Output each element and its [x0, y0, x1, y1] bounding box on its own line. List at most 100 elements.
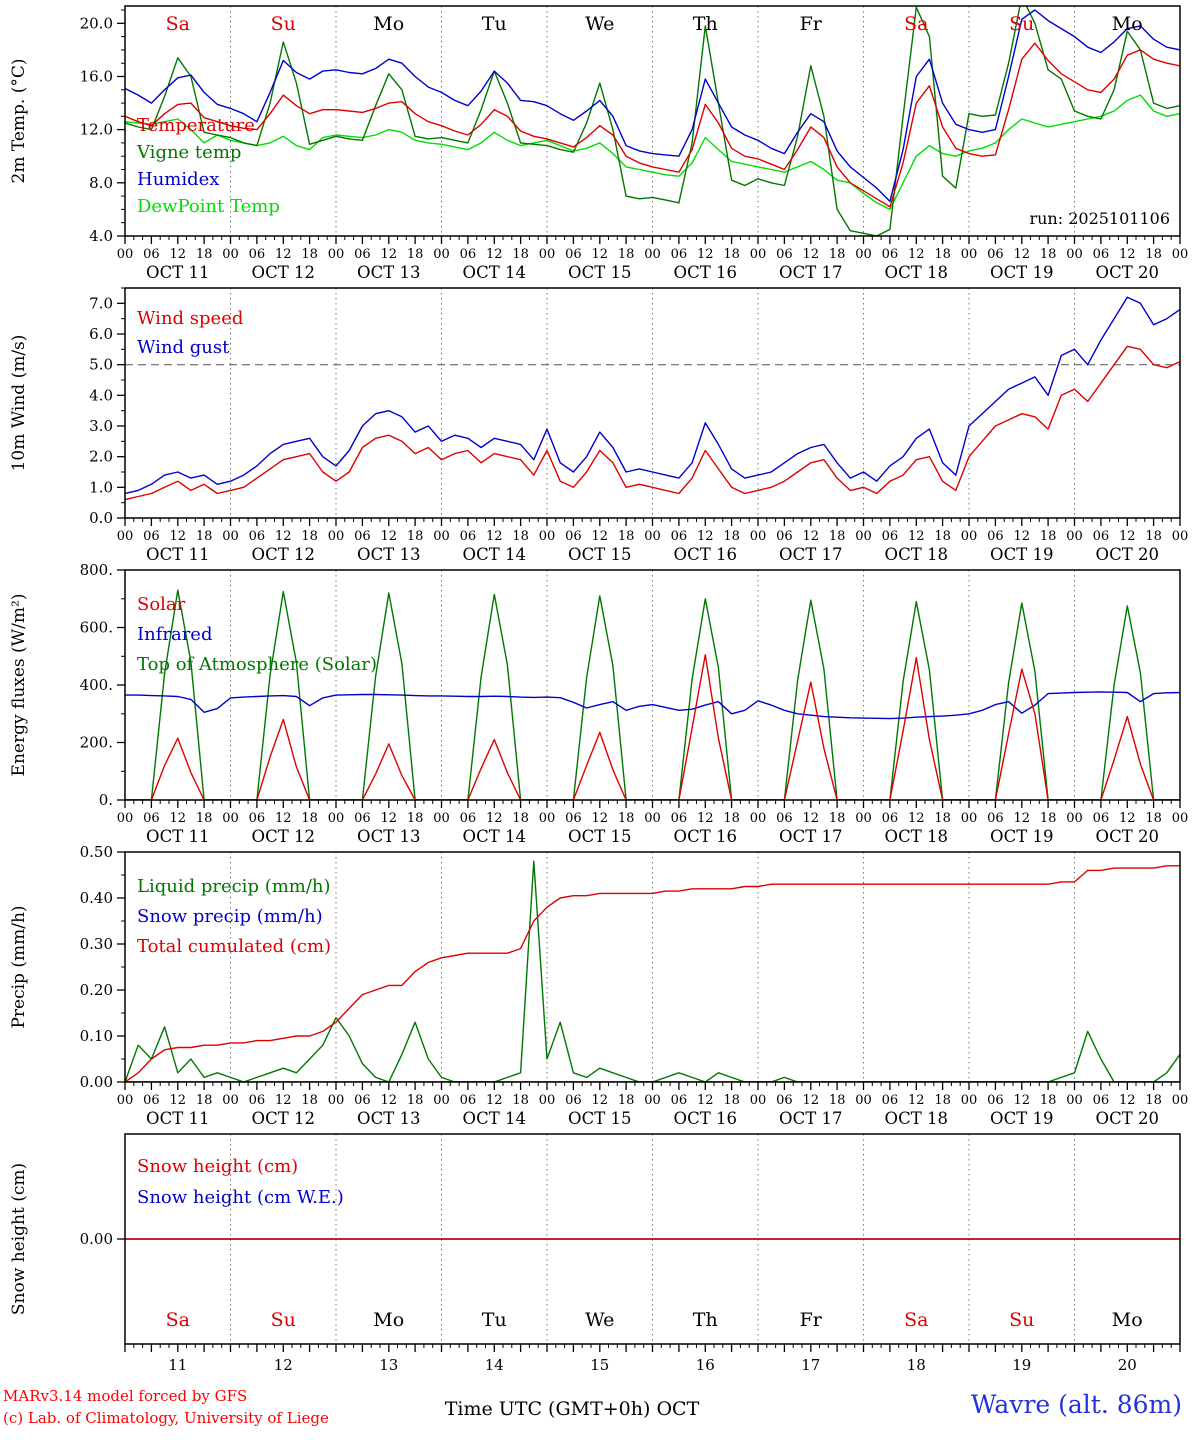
- hour-label: 06: [776, 529, 793, 544]
- hour-label: 12: [275, 1093, 292, 1108]
- hour-label: 12: [908, 1093, 925, 1108]
- y-tick-label: 0.0: [89, 509, 113, 527]
- y-tick-label: 200.: [80, 734, 113, 752]
- y-tick-label: 0.20: [80, 981, 113, 999]
- date-label: OCT 14: [463, 827, 526, 846]
- x-axis-title: Time UTC (GMT+0h) OCT: [444, 1398, 700, 1420]
- hour-label: 00: [117, 247, 134, 262]
- hour-label: 00: [961, 1093, 978, 1108]
- hour-label: 12: [380, 247, 397, 262]
- hour-label: 00: [1066, 247, 1083, 262]
- hour-label: 06: [987, 811, 1004, 826]
- hour-label: 00: [1066, 529, 1083, 544]
- hour-label: 00: [222, 529, 239, 544]
- hour-label: 06: [354, 247, 371, 262]
- hour-label: 18: [407, 529, 424, 544]
- hour-label: 18: [723, 1093, 740, 1108]
- hour-label: 18: [829, 1093, 846, 1108]
- y-axis-title: Energy fluxes (W/m²): [9, 594, 29, 777]
- legend-item: Vigne temp: [136, 142, 241, 163]
- hour-label: 00: [222, 247, 239, 262]
- day-name: Su: [271, 13, 296, 35]
- day-number: 20: [1118, 1356, 1137, 1374]
- hour-label: 06: [460, 529, 477, 544]
- hour-label: 06: [143, 529, 160, 544]
- wind-panel: 0.0 1.0 2.0 3.0 4.0 5.0 6.0 7.0 00 06 12 18 00 06 12 18…: [9, 287, 1188, 564]
- legend-item: Snow precip (mm/h): [137, 906, 323, 927]
- date-label: OCT 17: [779, 263, 842, 282]
- hour-label: 12: [697, 1093, 714, 1108]
- hour-label: 12: [380, 811, 397, 826]
- legend-item: Top of Atmosphere (Solar): [137, 654, 377, 675]
- date-label: OCT 19: [990, 827, 1053, 846]
- hour-label: 12: [275, 247, 292, 262]
- hour-label: 18: [512, 811, 529, 826]
- hour-label: 06: [354, 1093, 371, 1108]
- hour-label: 00: [328, 529, 345, 544]
- day-name: Su: [1009, 1309, 1034, 1331]
- date-label: OCT 12: [252, 263, 315, 282]
- hour-label: 06: [882, 811, 899, 826]
- station-label: Wavre (alt. 86m): [970, 1390, 1182, 1419]
- hour-label: 12: [697, 811, 714, 826]
- y-tick-label: 7.0: [89, 294, 113, 312]
- hour-label: 18: [934, 247, 951, 262]
- date-label: OCT 15: [568, 1109, 631, 1128]
- hour-label: 18: [934, 529, 951, 544]
- y-tick-label: 1.0: [89, 478, 113, 496]
- date-label: OCT 13: [357, 1109, 420, 1128]
- hour-label: 00: [539, 1093, 556, 1108]
- hour-label: 12: [169, 529, 186, 544]
- hour-label: 00: [750, 247, 767, 262]
- hour-label: 06: [565, 247, 582, 262]
- hour-label: 18: [512, 1093, 529, 1108]
- hour-label: 06: [776, 247, 793, 262]
- y-axis-title: 10m Wind (m/s): [9, 335, 29, 472]
- hour-label: 00: [539, 529, 556, 544]
- hour-label: 00: [961, 247, 978, 262]
- hour-label: 12: [1119, 811, 1136, 826]
- date-label: OCT 18: [885, 1109, 948, 1128]
- hour-label: 18: [723, 247, 740, 262]
- hour-label: 12: [802, 529, 819, 544]
- hour-label: 00: [644, 247, 661, 262]
- hour-label: 12: [697, 247, 714, 262]
- hour-label: 12: [1013, 529, 1030, 544]
- hour-label: 06: [882, 529, 899, 544]
- hour-label: 06: [987, 247, 1004, 262]
- hour-label: 12: [1119, 1093, 1136, 1108]
- hour-label: 06: [882, 1093, 899, 1108]
- hour-label: 00: [855, 1093, 872, 1108]
- hour-label: 12: [169, 1093, 186, 1108]
- humidex-line: [125, 9, 1180, 203]
- date-label: OCT 11: [146, 263, 209, 282]
- day-name: Sa: [904, 1309, 928, 1331]
- day-name: Tu: [482, 1309, 507, 1331]
- hour-label: 18: [618, 247, 635, 262]
- date-label: OCT 16: [674, 263, 737, 282]
- hour-label: 12: [380, 529, 397, 544]
- hour-label: 06: [565, 529, 582, 544]
- hour-label: 18: [723, 811, 740, 826]
- hour-label: 00: [328, 811, 345, 826]
- hour-label: 18: [407, 811, 424, 826]
- model-credit-line2: (c) Lab. of Climatology, University of L…: [3, 1408, 329, 1427]
- hour-label: 00: [328, 247, 345, 262]
- day-name: Th: [693, 1309, 718, 1331]
- date-label: OCT 14: [463, 263, 526, 282]
- hour-label: 12: [591, 811, 608, 826]
- hour-label: 00: [644, 811, 661, 826]
- date-label: OCT 20: [1096, 827, 1159, 846]
- date-label: OCT 18: [885, 545, 948, 564]
- hour-label: 12: [1119, 247, 1136, 262]
- y-axis-title: Precip (mm/h): [9, 905, 29, 1028]
- hour-label: 06: [249, 247, 266, 262]
- y-tick-label: 0.50: [80, 846, 113, 861]
- y-tick-label: 12.0: [80, 121, 113, 139]
- day-number: 18: [907, 1356, 926, 1374]
- y-tick-label: 2.0: [89, 448, 113, 466]
- hour-label: 00: [1172, 247, 1189, 262]
- legend-item: Total cumulated (cm): [137, 936, 331, 957]
- day-name: Mo: [1112, 13, 1143, 35]
